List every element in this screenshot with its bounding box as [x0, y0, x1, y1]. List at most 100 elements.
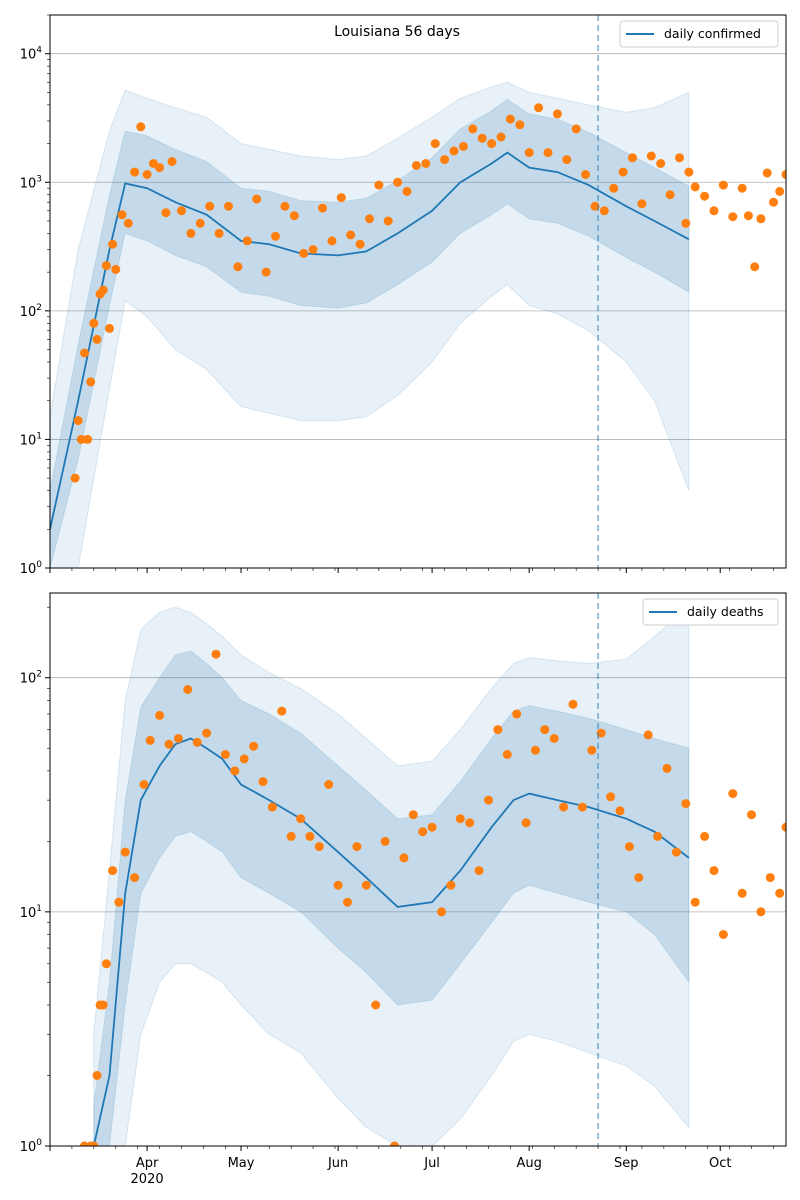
confirmed-observed-point	[261, 267, 271, 277]
deaths-observed-point	[559, 802, 569, 812]
confirmed-observed-point	[393, 177, 403, 187]
confirmed-observed-point	[161, 208, 171, 218]
confirmed-observed-point	[440, 155, 450, 165]
deaths-observed-point	[747, 810, 756, 820]
confirmed-observed-point	[737, 183, 747, 193]
deaths-observed-point	[211, 649, 221, 659]
deaths-observed-point	[484, 795, 493, 805]
confirmed-observed-point	[346, 230, 356, 240]
deaths-observed-points	[80, 649, 786, 1146]
deaths-observed-point	[258, 777, 268, 787]
confirmed-observed-point	[327, 236, 337, 246]
deaths-observed-point	[380, 836, 390, 846]
confirmed-observed-point	[89, 318, 99, 328]
deaths-observed-point	[139, 780, 149, 789]
confirmed-observed-point	[684, 167, 694, 177]
confirmed-y-tick-label: 102	[20, 303, 42, 320]
deaths-observed-point	[671, 847, 681, 857]
deaths-observed-point	[296, 814, 306, 824]
confirmed-observed-point	[562, 155, 572, 165]
deaths-legend: daily deaths	[642, 598, 779, 626]
deaths-observed-point	[390, 1141, 399, 1146]
deaths-observed-point	[183, 685, 193, 694]
deaths-grid	[50, 677, 786, 913]
deaths-observed-point	[775, 888, 785, 898]
confirmed-observed-point	[289, 211, 299, 221]
deaths-observed-point	[540, 725, 550, 735]
confirmed-y-tick-label: 100	[20, 560, 43, 577]
deaths-observed-point	[587, 745, 597, 755]
deaths-observed-point	[239, 754, 249, 764]
confirmed-observed-point	[105, 323, 114, 333]
confirmed-observed-point	[524, 148, 534, 158]
deaths-observed-point	[418, 827, 428, 837]
deaths-observed-point	[643, 730, 653, 740]
confirmed-observed-point	[637, 199, 647, 209]
deaths-observed-point	[305, 831, 315, 841]
deaths-observed-point	[728, 789, 738, 799]
confirmed-observed-point	[117, 210, 127, 220]
confirmed-observed-point	[665, 190, 675, 200]
deaths-observed-point	[220, 750, 230, 759]
deaths-y-tick-label: 102	[20, 670, 42, 687]
confirmed-observed-point	[402, 186, 412, 196]
confirmed-observed-point	[411, 161, 421, 170]
confirmed-observed-point	[242, 236, 252, 246]
confirmed-observed-point	[108, 239, 118, 249]
confirmed-observed-point	[781, 170, 786, 179]
confirmed-observed-point	[155, 163, 165, 173]
deaths-observed-point	[324, 780, 334, 789]
confirmed-chart-panel: 100 101 102 103 104 Louisiana 56 days daily …	[20, 14, 787, 577]
confirmed-observed-point	[421, 159, 431, 168]
confirmed-observed-point	[355, 239, 365, 249]
deaths-observed-point	[446, 880, 456, 890]
deaths-observed-point	[690, 897, 700, 907]
confirmed-observed-point	[92, 334, 102, 344]
confirmed-observed-point	[496, 132, 506, 142]
confirmed-observed-point	[252, 194, 262, 204]
deaths-observed-point	[361, 880, 371, 890]
deaths-observed-point	[634, 873, 644, 883]
deaths-y-axis: 100 101 102	[20, 606, 50, 1155]
confirmed-observed-point	[430, 139, 440, 149]
deaths-observed-point	[615, 806, 625, 816]
deaths-observed-point	[718, 930, 728, 939]
deaths-observed-point	[512, 709, 522, 719]
deaths-observed-point	[427, 822, 437, 832]
confirmed-observed-point	[449, 146, 459, 156]
deaths-observed-point	[202, 728, 212, 738]
deaths-observed-point	[493, 725, 503, 735]
confirmed-legend: daily confirmed	[619, 20, 779, 48]
confirmed-chart-title: Louisiana 56 days	[334, 24, 460, 40]
confirmed-observed-point	[681, 218, 691, 228]
confirmed-observed-point	[336, 193, 346, 203]
confirmed-observed-point	[581, 170, 591, 179]
confirmed-observed-point	[73, 416, 83, 426]
confirmed-observed-point	[280, 201, 290, 211]
confirmed-observed-point	[700, 191, 710, 201]
confirmed-observed-point	[205, 201, 215, 211]
deaths-observed-point	[662, 763, 672, 773]
deaths-observed-point	[737, 888, 747, 898]
deaths-observed-point	[653, 831, 663, 841]
deaths-median-band	[93, 650, 690, 1146]
deaths-observed-point	[624, 842, 634, 852]
confirmed-observed-point	[177, 206, 186, 216]
confirmed-observed-point	[718, 180, 728, 190]
deaths-observed-point	[700, 831, 710, 841]
deaths-x-axis: Apr May Jun Jul Aug Sep Oct 2020	[49, 1146, 774, 1187]
confirmed-observed-point	[233, 262, 243, 272]
deaths-model-lines	[92, 737, 690, 1146]
confirmed-observed-point	[743, 211, 753, 221]
confirmed-observed-point	[186, 228, 196, 238]
x-tick-label-jul: Jul	[423, 1156, 440, 1171]
confirmed-x-axis	[49, 568, 774, 573]
deaths-observed-point	[286, 831, 296, 841]
deaths-observed-point	[681, 799, 691, 809]
confirmed-observed-point	[76, 434, 86, 444]
x-tick-label-jun: Jun	[327, 1156, 348, 1171]
deaths-observed-point	[530, 745, 540, 755]
deaths-observed-point	[249, 741, 259, 751]
deaths-observed-point	[568, 699, 578, 709]
deaths-observed-point	[130, 873, 140, 883]
